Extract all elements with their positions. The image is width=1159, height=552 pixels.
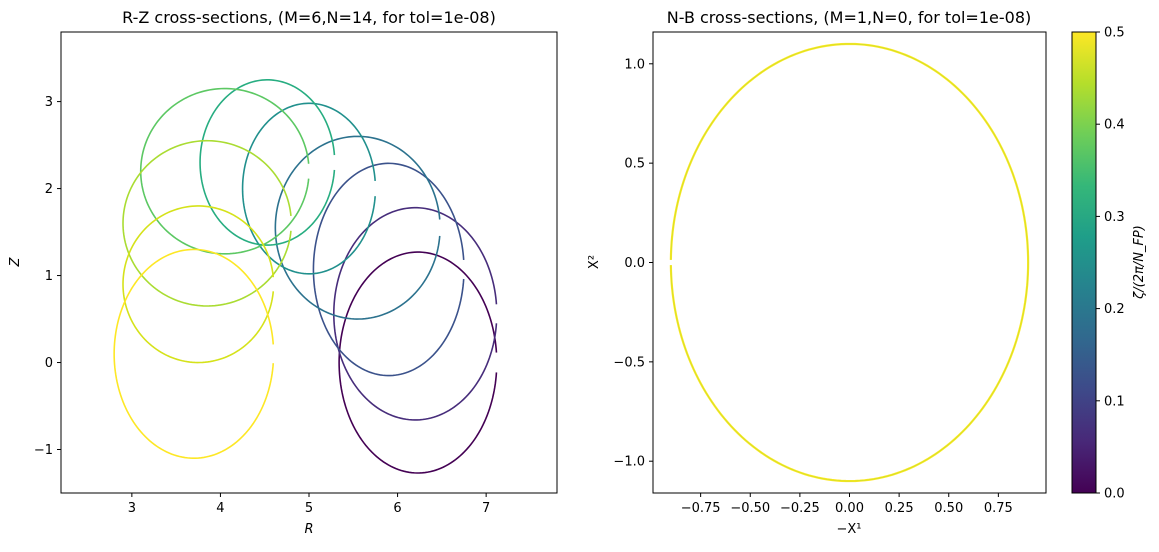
colorbar-gradient [1071,31,1097,494]
nb-y-axis-label: X² [587,255,602,269]
y-tick-label: −1 [34,443,53,458]
x-tick-label: 7 [482,501,490,516]
cross-section-curve [312,162,465,377]
colorbar-tick-label: 0.4 [1104,118,1125,133]
y-tick-label: −0.5 [613,355,645,370]
cross-section-curve [122,205,275,364]
x-tick-label: 3 [128,501,136,516]
colorbar-tick-label: 0.2 [1104,302,1125,317]
rz-y-ticks: −1 0 1 2 3 [34,95,61,458]
nb-plot-frame [652,31,1047,494]
x-tick-label: −0.75 [681,501,721,516]
rz-x-ticks: 3 4 5 6 7 [128,493,490,516]
nb-y-ticks: −1.0 −0.5 0.0 0.5 1.0 [613,57,653,470]
y-tick-label: 3 [45,95,53,110]
colorbar-label: ζ/(2π/N_FP) [1132,225,1147,300]
x-tick-label: 0.00 [835,501,864,516]
colorbar-tick-label: 0.0 [1104,487,1125,502]
colorbar: 0.0 0.1 0.2 0.3 0.4 0.5 ζ/(2π/N_FP) [1071,26,1147,502]
cross-section-curve [113,248,275,460]
y-tick-label: 0.0 [624,256,645,271]
y-tick-label: 1.0 [624,57,645,72]
x-tick-label: 6 [393,501,401,516]
nb-cross-sections-chart: N-B cross-sections, (M=1,N=0, for tol=1e… [587,8,1047,537]
cross-section-curve [122,139,292,307]
y-tick-label: 0 [45,356,53,371]
colorbar-tick-label: 0.1 [1104,394,1125,409]
y-tick-label: 1 [45,269,53,284]
colorbar-tick-label: 0.3 [1104,210,1125,225]
cross-section-curve [332,206,498,421]
rz-y-axis-label: Z [8,256,23,267]
colorbar-tick-label: 0.5 [1104,26,1125,41]
rz-x-axis-label: R [304,522,313,537]
nb-cross-section-curve-overlay [670,43,1029,482]
colorbar-ticks: 0.0 0.1 0.2 0.3 0.4 0.5 [1096,26,1125,502]
x-tick-label: 0.25 [885,501,914,516]
rz-curves [113,79,498,474]
cross-section-curve [241,102,376,275]
cross-section-curve [139,87,310,255]
rz-cross-sections-chart: R-Z cross-sections, (M=6,N=14, for tol=1… [8,8,558,537]
cross-section-curve [199,79,336,246]
x-tick-label: −0.50 [730,501,770,516]
x-tick-label: 0.75 [984,501,1013,516]
y-tick-label: −1.0 [613,455,645,470]
y-tick-label: 0.5 [624,157,645,172]
nb-x-ticks: −0.75 −0.50 −0.25 0.00 0.25 0.50 0.75 [681,493,1013,516]
nb-x-axis-label: −X¹ [836,522,861,537]
cross-section-curve [274,135,441,320]
nb-cross-section-curve [669,42,1030,483]
nb-curves [669,42,1030,483]
y-tick-label: 2 [45,182,53,197]
x-tick-label: 0.50 [934,501,963,516]
x-tick-label: −0.25 [780,501,820,516]
rz-chart-title: R-Z cross-sections, (M=6,N=14, for tol=1… [122,8,496,27]
cross-section-curve [338,251,498,474]
x-tick-label: 5 [305,501,313,516]
x-tick-label: 4 [216,501,224,516]
nb-chart-title: N-B cross-sections, (M=1,N=0, for tol=1e… [667,8,1031,27]
